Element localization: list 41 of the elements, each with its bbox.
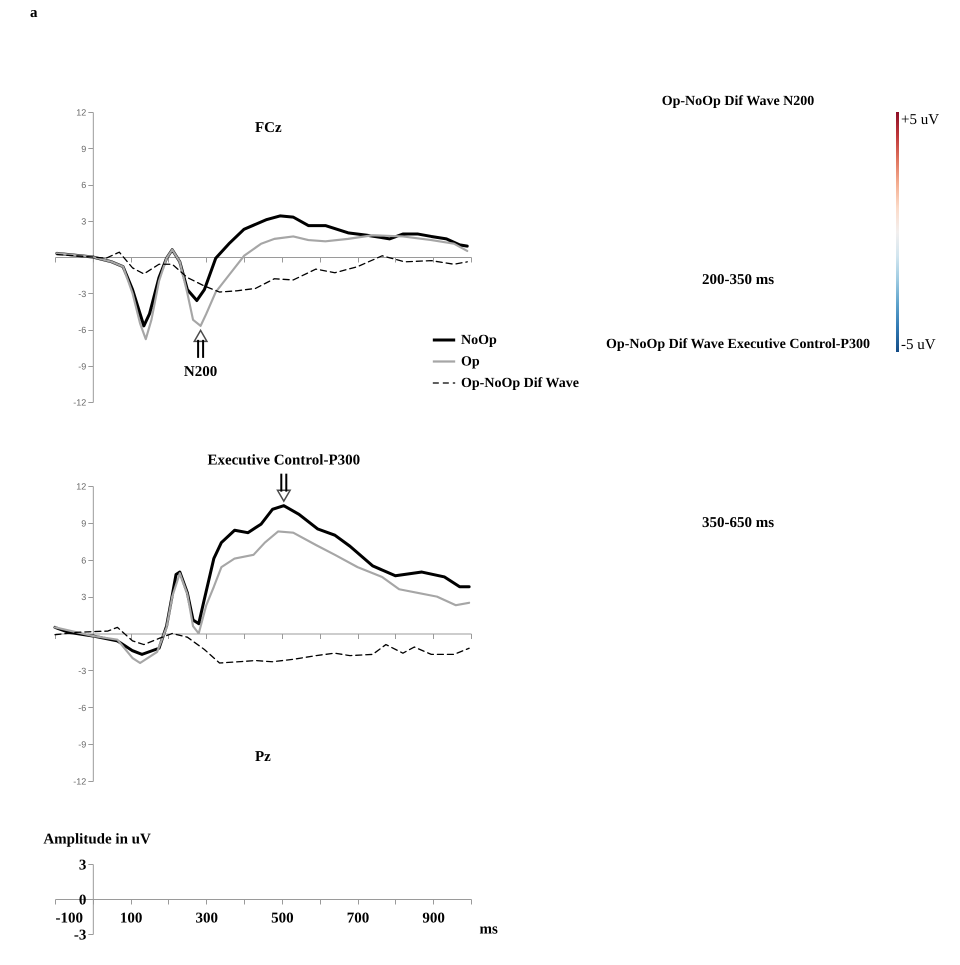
- y-tick-label: -6: [78, 702, 86, 713]
- y-tick-label: -3: [78, 666, 86, 676]
- x-tick-label: 300: [196, 910, 218, 926]
- y-tick-label: -12: [73, 776, 86, 786]
- x-tick-label: 500: [271, 910, 294, 926]
- text: +5 uV: [901, 112, 940, 128]
- y-tick-label: 12: [76, 482, 86, 492]
- text: a: [30, 5, 38, 21]
- x-axis-title: ms: [480, 922, 498, 938]
- text: Op-NoOp Dif Wave N200: [662, 94, 814, 109]
- x-tick-label: 900: [422, 910, 445, 926]
- y-tick-label: 6: [81, 180, 86, 190]
- text: -5 uV: [901, 337, 936, 353]
- y-tick-label: -9: [78, 740, 86, 750]
- y-tick-label: 3: [81, 592, 86, 602]
- y-tick-label: 6: [81, 555, 86, 566]
- legend-label: Op: [461, 354, 480, 370]
- y-tick-label: 0: [78, 892, 86, 908]
- y-tick-label: 12: [76, 108, 86, 118]
- y-tick-label: 9: [81, 144, 86, 154]
- text: Op-NoOp Dif Wave Executive Control-P300: [606, 337, 870, 352]
- annotation: Pz: [255, 749, 272, 765]
- annotation: Executive Control-P300: [207, 452, 360, 469]
- y-tick-label: 3: [81, 216, 86, 226]
- y-tick-label: 9: [81, 518, 86, 528]
- x-tick-label: 100: [120, 910, 142, 926]
- annotation: FCz: [255, 120, 282, 136]
- legend-label: Op-NoOp Dif Wave: [461, 376, 579, 391]
- y-tick-label: -3: [78, 288, 86, 299]
- y-tick-label: -12: [73, 398, 86, 408]
- text: 350-650 ms: [702, 515, 774, 531]
- annotation: N200: [184, 364, 218, 380]
- y-tick-label: -9: [78, 361, 86, 372]
- legend-label: NoOp: [461, 333, 497, 348]
- text: 200-350 ms: [702, 272, 774, 288]
- y-axis-title: Amplitude in uV: [43, 832, 152, 848]
- x-tick-label: -100: [56, 910, 83, 926]
- x-tick-label: 700: [346, 910, 370, 926]
- y-tick-label: -6: [78, 325, 86, 335]
- y-tick-label: -3: [74, 928, 86, 944]
- y-tick-label: 3: [78, 858, 86, 874]
